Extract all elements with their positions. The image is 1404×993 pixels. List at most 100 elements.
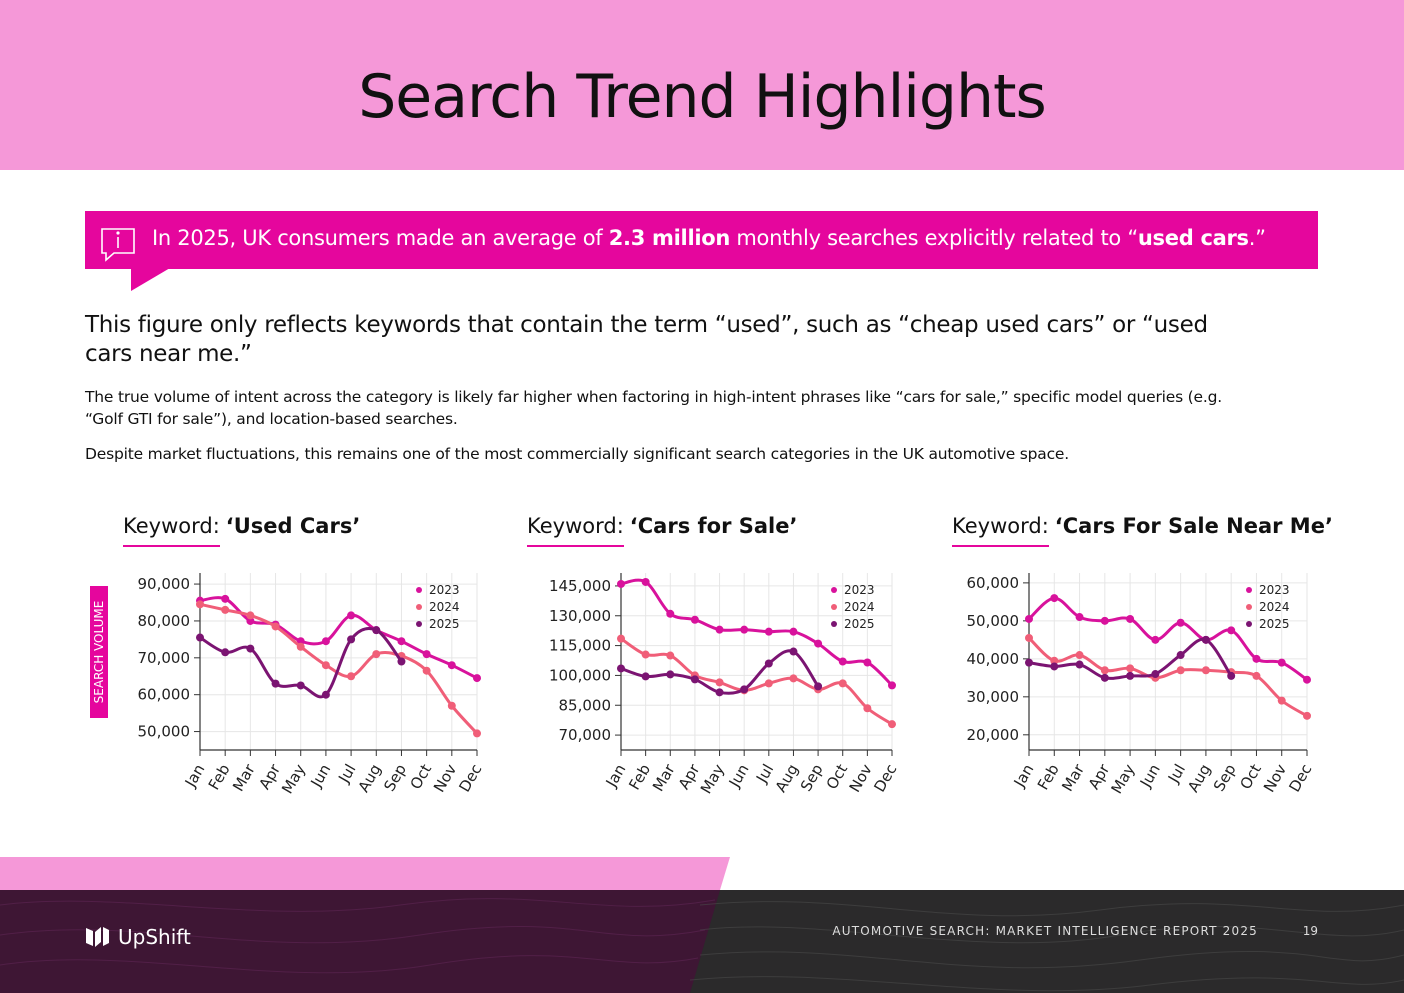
data-point: [246, 616, 255, 625]
info-icon: [101, 228, 135, 262]
x-tick-label: Mar: [229, 760, 259, 794]
footer-texture: [689, 901, 1404, 992]
data-point: [863, 704, 872, 713]
callout-box: [85, 211, 1318, 269]
callout-tail: [131, 268, 170, 291]
data-point: [1075, 660, 1084, 669]
x-tick-label: Jan: [602, 761, 630, 791]
legend-swatch: [1246, 587, 1252, 593]
data-point: [838, 657, 847, 666]
data-point: [1050, 656, 1059, 665]
x-tick-label: Jan: [1010, 761, 1038, 791]
legend-swatch: [416, 604, 422, 610]
legend-swatch: [1246, 621, 1252, 627]
data-point: [1303, 675, 1311, 684]
data-point: [617, 664, 625, 673]
x-tick-label: Mar: [649, 760, 679, 794]
data-point: [666, 609, 675, 618]
x-tick-label: Feb: [625, 761, 654, 793]
data-point: [321, 661, 330, 670]
brand-name: UpShift: [118, 925, 191, 949]
charts: Keyword: ‘Used Cars’50,00060,00070,00080,…: [90, 514, 1333, 797]
data-point: [1025, 658, 1033, 667]
legend-swatch: [416, 587, 422, 593]
data-point: [1100, 673, 1109, 682]
data-point: [1252, 654, 1261, 663]
data-point: [1277, 658, 1286, 667]
data-point: [814, 682, 823, 691]
data-point: [447, 701, 456, 710]
data-point: [221, 594, 230, 603]
data-point: [1126, 614, 1135, 623]
x-tick-label: Jun: [725, 761, 753, 791]
x-tick-label: Aug: [772, 761, 802, 795]
data-point: [690, 615, 699, 624]
x-tick-label: Jan: [181, 761, 209, 791]
y-tick-label: 85,000: [559, 696, 612, 714]
page-number: 19: [1303, 924, 1318, 938]
x-tick-label: Jun: [1136, 761, 1164, 791]
legend-label: 2025: [1259, 617, 1290, 631]
data-point: [764, 659, 773, 668]
chart-title-keyword: ‘Cars For Sale Near Me’: [1055, 514, 1333, 538]
data-point: [296, 642, 305, 651]
y-tick-label: 60,000: [138, 686, 191, 704]
data-point: [246, 611, 255, 620]
data-point: [246, 644, 255, 653]
x-tick-label: Aug: [1184, 761, 1214, 795]
data-point: [1100, 616, 1109, 625]
data-point: [1126, 671, 1135, 680]
legend-swatch: [831, 587, 837, 593]
callout-highlight: 2.3 million: [608, 226, 731, 250]
data-point: [1277, 696, 1286, 705]
x-tick-label: Dec: [1285, 761, 1315, 795]
data-point: [473, 729, 481, 738]
data-point: [1151, 670, 1160, 679]
data-point: [814, 639, 823, 648]
data-point: [764, 679, 773, 688]
y-tick-label: 60,000: [967, 574, 1020, 592]
data-point: [1025, 614, 1033, 623]
data-point: [617, 634, 625, 643]
x-tick-label: May: [697, 761, 728, 797]
legend-label: 2023: [1259, 583, 1290, 597]
data-point: [422, 650, 431, 659]
x-tick-label: Jun: [307, 761, 335, 791]
data-point: [372, 650, 381, 659]
chart-title: Keyword: ‘Cars For Sale Near Me’: [952, 514, 1333, 538]
legend-swatch: [416, 621, 422, 627]
data-point: [1176, 618, 1185, 627]
brand-logo: [86, 927, 109, 947]
data-point: [1025, 633, 1033, 642]
data-point: [641, 672, 650, 681]
chart-title-prefix: Keyword:: [527, 514, 624, 538]
y-tick-label: 30,000: [967, 688, 1020, 706]
data-point: [690, 675, 699, 684]
data-point: [296, 637, 305, 646]
x-tick-label: Nov: [430, 761, 460, 795]
callout-part: monthly searches explicitly related to “: [730, 226, 1138, 250]
data-point: [1201, 635, 1210, 644]
legend-swatch: [1246, 604, 1252, 610]
data-point: [271, 622, 280, 631]
legend-label: 2023: [429, 583, 460, 597]
y-tick-label: 80,000: [138, 612, 191, 630]
data-point: [666, 651, 675, 660]
callout-text: In 2025, UK consumers made an average of…: [152, 226, 1266, 250]
x-tick-label: Nov: [846, 761, 876, 795]
x-tick-label: May: [278, 761, 309, 797]
x-tick-label: Sep: [380, 761, 410, 794]
y-tick-label: 40,000: [967, 650, 1020, 668]
legend-label: 2023: [844, 583, 875, 597]
y-tick-label: 100,000: [549, 666, 611, 684]
data-point: [888, 720, 896, 729]
data-point: [1176, 651, 1185, 660]
legend-label: 2024: [429, 600, 460, 614]
chart-title-prefix: Keyword:: [952, 514, 1049, 538]
data-point: [296, 681, 305, 690]
y-tick-label: 50,000: [967, 612, 1020, 630]
x-tick-label: Dec: [870, 761, 900, 795]
data-point: [321, 690, 330, 699]
